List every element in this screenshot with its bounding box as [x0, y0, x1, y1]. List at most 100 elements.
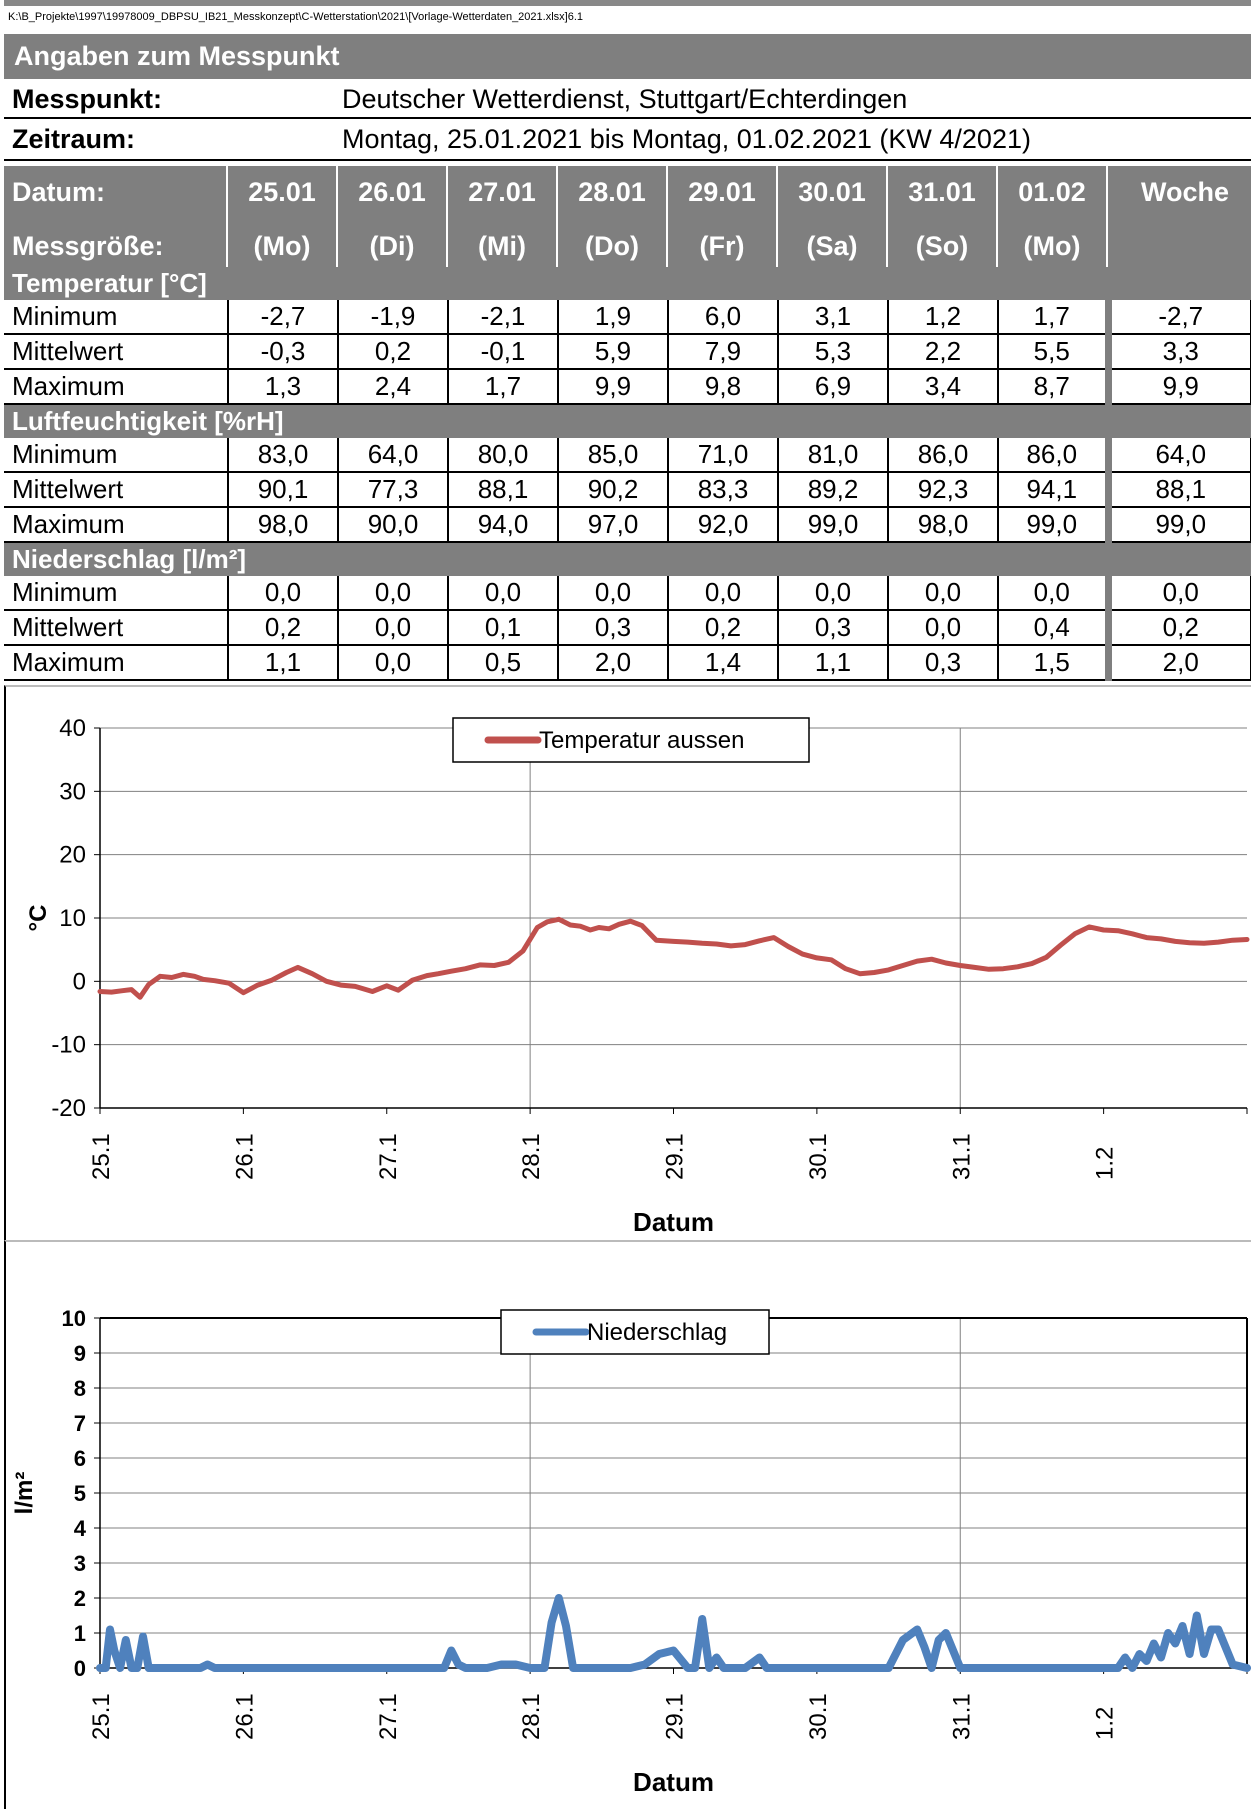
- legend: Temperatur aussen: [452, 717, 810, 763]
- cell-value: 1,7: [448, 369, 559, 405]
- cell-value: -0,1: [448, 334, 559, 370]
- data-table: Temperatur [°C] Minimum -2,7 -1,9 -2,1 1,9 6,0…: [4, 267, 1251, 681]
- cell-value: 0,0: [338, 576, 449, 611]
- zeitraum-row: Zeitraum: Montag, 25.01.2021 bis Montag,…: [4, 119, 1251, 161]
- precipitation-chart-area: 0 1 2 3 4 5 6 7 8 9 10 25.1 26.1 27.1 28.1 29.1 30.1 31.1…: [4, 1240, 1251, 1809]
- x-tick-label: 28.1: [518, 1693, 545, 1740]
- x-tick-label: 30.1: [805, 1133, 832, 1180]
- cell-value: 6,9: [778, 369, 889, 405]
- section-title: Temperatur [°C]: [4, 267, 1251, 300]
- legend: Niederschlag: [500, 1309, 770, 1355]
- header-day-2: 27.01 (Mi): [448, 166, 558, 275]
- header-messgroesse-label: Messgröße:: [12, 231, 164, 261]
- section-header-row: Niederschlag [l/m²]: [4, 542, 1251, 576]
- header-day-5: 30.01 (Sa): [778, 166, 888, 275]
- cell-value: 0,0: [558, 576, 669, 611]
- row-name: Mittelwert: [4, 334, 229, 370]
- section-header-row: Temperatur [°C]: [4, 267, 1251, 300]
- header-day-date: 27.01: [468, 177, 536, 207]
- x-tick-label: 27.1: [375, 1693, 402, 1740]
- header-day-weekday: (Mo): [1023, 231, 1081, 261]
- x-tick-label: 30.1: [805, 1693, 832, 1740]
- cell-value: 0,0: [228, 576, 339, 611]
- table-row: Maximum 98,0 90,0 94,0 97,0 92,0 99,0 98,0 99,0 9…: [4, 507, 1251, 543]
- row-name: Mittelwert: [4, 610, 229, 646]
- cell-value: 0,3: [778, 610, 889, 646]
- cell-value: 0,0: [778, 576, 889, 611]
- series-line: [96, 1594, 1251, 1672]
- cell-value: 1,7: [998, 300, 1109, 335]
- y-tick-label: 1: [74, 1621, 86, 1646]
- cell-value: 2,2: [888, 334, 999, 370]
- header-day-date: 26.01: [358, 177, 426, 207]
- cell-value: 1,4: [668, 645, 779, 681]
- cell-value: 0,0: [888, 610, 999, 646]
- cell-value: 98,0: [888, 507, 999, 543]
- x-tick-label: 1.2: [1092, 1707, 1119, 1740]
- cell-value: 0,0: [668, 576, 779, 611]
- cell-value: 6,0: [668, 300, 779, 335]
- cell-value: 1,2: [888, 300, 999, 335]
- x-tick-label: 27.1: [375, 1133, 402, 1180]
- cell-value: 1,1: [228, 645, 339, 681]
- table-row: Maximum 1,3 2,4 1,7 9,9 9,8 6,9 3,4 8,7 9,9: [4, 369, 1251, 405]
- header-label-cell: Datum: Messgröße:: [4, 166, 228, 275]
- cell-value: 98,0: [228, 507, 339, 543]
- cell-value: 86,0: [888, 438, 999, 473]
- cell-value: 9,8: [668, 369, 779, 405]
- precipitation-chart: 0 1 2 3 4 5 6 7 8 9 10 25.1 26.1 27.1 28.1 29.1 30.1 31.1…: [11, 1306, 1251, 1797]
- cell-value: 99,0: [998, 507, 1109, 543]
- section-title: Luftfeuchtigkeit [%rH]: [4, 404, 1251, 438]
- x-axis-title: Datum: [633, 1767, 714, 1797]
- table-row: Minimum -2,7 -1,9 -2,1 1,9 6,0 3,1 1,2 1,7 -2,7: [4, 300, 1251, 335]
- row-name: Maximum: [4, 369, 229, 405]
- y-tick-label: 2: [74, 1586, 86, 1611]
- table-row: Mittelwert 0,2 0,0 0,1 0,3 0,2 0,3 0,0 0,4 0,2: [4, 610, 1251, 646]
- y-tick-label: 3: [74, 1551, 86, 1576]
- table-row: Maximum 1,1 0,0 0,5 2,0 1,4 1,1 0,3 1,5 2,0: [4, 645, 1251, 681]
- cell-value: 1,3: [228, 369, 339, 405]
- cell-week-value: 9,9: [1104, 369, 1251, 405]
- legend-label: Niederschlag: [587, 1319, 727, 1346]
- x-tick-label: 29.1: [662, 1133, 689, 1180]
- cell-value: 99,0: [778, 507, 889, 543]
- zeitraum-label: Zeitraum:: [12, 124, 136, 154]
- cell-week-value: 0,0: [1104, 576, 1251, 611]
- y-tick-label: -10: [51, 1032, 86, 1059]
- section-title: Angaben zum Messpunkt: [4, 34, 1251, 79]
- cell-week-value: 0,2: [1104, 610, 1251, 646]
- legend-label: Temperatur aussen: [539, 727, 744, 754]
- header-day-3: 28.01 (Do): [558, 166, 668, 275]
- section-title: Niederschlag [l/m²]: [4, 542, 1251, 576]
- cell-value: 9,9: [558, 369, 669, 405]
- section-header-row: Luftfeuchtigkeit [%rH]: [4, 404, 1251, 438]
- y-tick-label: 10: [62, 1306, 86, 1331]
- cell-value: 90,2: [558, 472, 669, 508]
- header-day-date: 30.01: [798, 177, 866, 207]
- cell-value: 1,1: [778, 645, 889, 681]
- messpunkt-value: Deutscher Wetterdienst, Stuttgart/Echter…: [342, 84, 908, 114]
- header-week-label: Woche: [1140, 177, 1229, 207]
- cell-value: 2,4: [338, 369, 449, 405]
- header-day-date: 28.01: [578, 177, 646, 207]
- header-day-weekday: (Mo): [253, 231, 311, 261]
- y-tick-label: 6: [74, 1446, 86, 1471]
- cell-value: -2,7: [228, 300, 339, 335]
- y-tick-label: 8: [74, 1376, 86, 1401]
- cell-value: 0,1: [448, 610, 559, 646]
- messpunkt-label: Messpunkt:: [12, 84, 163, 114]
- cell-value: 64,0: [338, 438, 449, 473]
- row-name: Maximum: [4, 645, 229, 681]
- y-axis-title: l/m²: [11, 1472, 38, 1515]
- cell-value: 81,0: [778, 438, 889, 473]
- y-tick-label: 40: [59, 715, 86, 742]
- cell-week-value: 99,0: [1104, 507, 1251, 543]
- header-day-weekday: (Fr): [699, 231, 745, 261]
- cell-value: 0,0: [448, 576, 559, 611]
- header-day-weekday: (Sa): [806, 231, 858, 261]
- cell-value: 8,7: [998, 369, 1109, 405]
- y-tick-label: 10: [59, 905, 86, 932]
- table-header: Datum: Messgröße: 25.01 (Mo) 26.01 (Di) 27.0…: [4, 166, 1251, 275]
- cell-value: 94,1: [998, 472, 1109, 508]
- temperature-chart-area: -20 -10 0 10 20 30 40 25.1 26.1 27.1 28.1 29.1 30.1 3…: [4, 685, 1251, 1240]
